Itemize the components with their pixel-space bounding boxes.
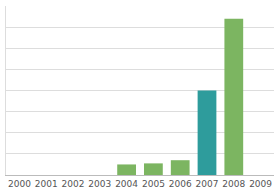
svg-text:2002: 2002: [62, 179, 85, 189]
svg-text:2008: 2008: [222, 179, 245, 189]
svg-text:2004: 2004: [115, 179, 138, 189]
svg-text:2009: 2009: [249, 179, 272, 189]
svg-text:2006: 2006: [169, 179, 192, 189]
svg-text:2001: 2001: [35, 179, 58, 189]
svg-text:2000: 2000: [8, 179, 31, 189]
svg-text:2007: 2007: [196, 179, 219, 189]
svg-text:2003: 2003: [88, 179, 111, 189]
svg-text:2005: 2005: [142, 179, 165, 189]
